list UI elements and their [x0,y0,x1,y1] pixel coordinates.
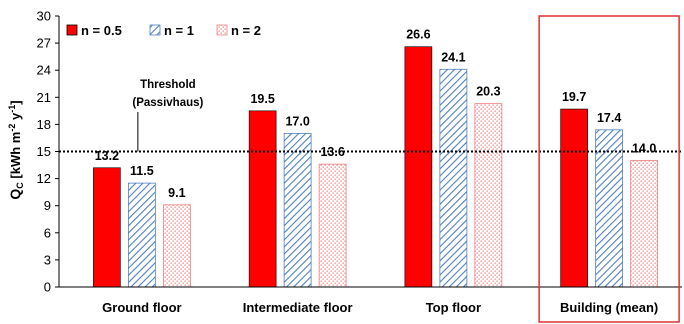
bar-n-0-5-0 [93,167,121,288]
y-axis: 0 3 6 9 12 15 18 21 24 27 30 [37,9,59,295]
data-label: 19.7 [562,90,586,104]
y-axis-title-end: ] [8,100,23,104]
data-label: 19.5 [250,92,274,106]
y-axis-title-subscript: C [15,182,25,189]
bar-n-1-2 [439,68,468,288]
y-axis-title-sup-1: -2 [7,124,17,132]
bar-n-0-5-1 [248,110,277,288]
legend: n = 0.5 n = 1 n = 2 [66,23,261,38]
y-tick-label: 15 [37,144,51,159]
bar-n-2-3 [630,160,659,288]
building-mean-highlight-box [538,15,680,323]
y-tick-label: 12 [37,171,51,186]
legend-label: n = 1 [164,23,194,38]
category-label: Building (mean) [560,300,658,315]
y-tick-label: 6 [44,225,51,240]
data-label: 24.1 [441,50,465,64]
bars [93,46,659,288]
legend-swatch [66,24,78,36]
threshold-label-line-1: Threshold [140,79,196,91]
legend-swatch [216,24,228,36]
y-tick-label: 18 [37,117,51,132]
y-tick-label: 30 [37,9,51,24]
legend-label: n = 2 [231,23,261,38]
bar-n-2-1 [318,163,347,288]
y-tick-label: 21 [37,90,51,105]
legend-label: n = 0.5 [81,23,122,38]
category-label: Ground floor [102,300,181,315]
y-tick-label: 9 [44,198,51,213]
y-tick-label: 27 [37,36,51,51]
y-axis-title-mid: y [8,112,23,124]
data-label: 17.4 [597,111,621,125]
y-tick-label: 0 [44,280,51,295]
y-tick-label: 3 [44,252,51,267]
bar-n-0-5-2 [404,46,433,288]
data-label: 17.0 [285,114,309,128]
data-label: 20.3 [476,85,500,99]
data-label: 9.1 [168,186,185,200]
data-label: 26.6 [406,28,430,42]
bar-n-1-1 [283,133,312,288]
legend-swatch [149,24,161,36]
y-tick-label: 24 [37,63,51,78]
category-label: Intermediate floor [243,300,353,315]
threshold-label-line-2: (Passivhaus) [132,97,203,109]
bar-n-1-3 [595,129,624,288]
y-axis-title: QC [kWh m-2 y-1] [7,100,25,199]
y-axis-title-units: [kWh m [8,132,23,179]
data-label: 14.0 [632,142,656,156]
y-axis-title-symbol: Q [7,189,23,200]
bar-n-2-2 [474,103,503,288]
category-labels: Ground floor Intermediate floor Top floor B… [102,300,658,315]
data-label: 11.5 [130,164,154,178]
bar-n-1-0 [127,182,156,288]
y-axis-title-sup-2: -1 [7,105,17,113]
bar-n-0-5-3 [560,108,588,288]
bar-n-2-0 [162,204,191,288]
category-label: Top floor [426,300,481,315]
